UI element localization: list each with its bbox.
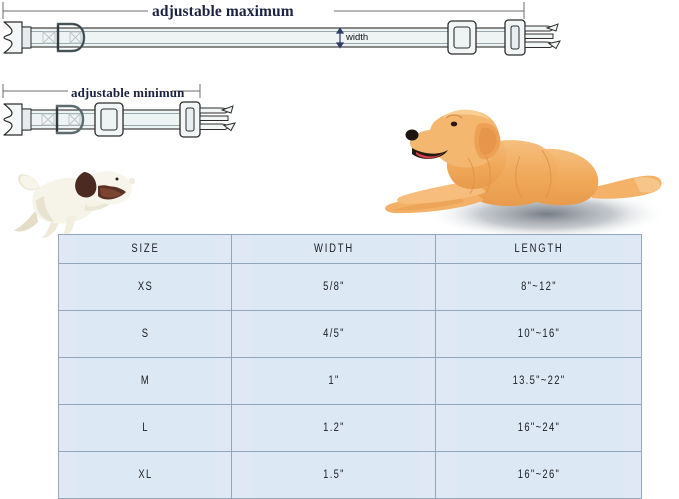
cell-length: 8"~12" bbox=[453, 263, 624, 311]
cell-width: 1.5" bbox=[249, 451, 418, 499]
table-row: L 1.2" 16"~24" bbox=[59, 404, 642, 452]
cell-width: 1" bbox=[249, 357, 418, 405]
cell-length: 16"~24" bbox=[453, 404, 624, 452]
table-header-row: SIZE WIDTH LENGTH bbox=[59, 234, 642, 264]
cell-size: M bbox=[73, 357, 217, 405]
cell-size: XS bbox=[73, 263, 217, 311]
cell-size: L bbox=[73, 404, 217, 452]
cell-size: S bbox=[73, 310, 217, 358]
table-row: XL 1.5" 16"~26" bbox=[59, 451, 642, 499]
adjustable-maximum-label: adjustable maximum bbox=[152, 3, 294, 20]
cell-length: 10"~16" bbox=[453, 310, 624, 358]
product-size-chart: adjustable maximum width bbox=[2, 2, 667, 499]
cell-length: 13.5"~22" bbox=[453, 357, 624, 405]
d-ring-icon bbox=[55, 104, 85, 135]
cell-length: 16"~26" bbox=[453, 451, 624, 499]
column-header-length: LENGTH bbox=[453, 234, 624, 264]
double-arrow-vertical-icon bbox=[335, 27, 345, 49]
d-ring-icon bbox=[56, 22, 86, 53]
golden-retriever-illustration bbox=[385, 109, 667, 240]
collar-illustration-minimum bbox=[2, 84, 236, 138]
column-header-width: WIDTH bbox=[249, 234, 418, 264]
cell-width: 5/8" bbox=[249, 263, 418, 311]
table-row: M 1" 13.5"~22" bbox=[59, 357, 642, 405]
cell-width: 4/5" bbox=[249, 310, 418, 358]
table-row: XS 5/8" 8"~12" bbox=[59, 263, 642, 311]
column-header-size: SIZE bbox=[73, 234, 217, 264]
cell-width: 1.2" bbox=[249, 404, 418, 452]
collar-illustration-maximum bbox=[2, 2, 561, 56]
running-dog-illustration bbox=[14, 171, 136, 238]
cell-size: XL bbox=[73, 451, 217, 499]
adjustable-minimum-label: adjustable minimun bbox=[71, 85, 185, 100]
table-row: S 4/5" 10"~16" bbox=[59, 310, 642, 358]
width-label: width bbox=[346, 32, 369, 43]
size-chart-table: SIZE WIDTH LENGTH XS 5/8" 8"~12" S 4/5" … bbox=[58, 234, 642, 499]
